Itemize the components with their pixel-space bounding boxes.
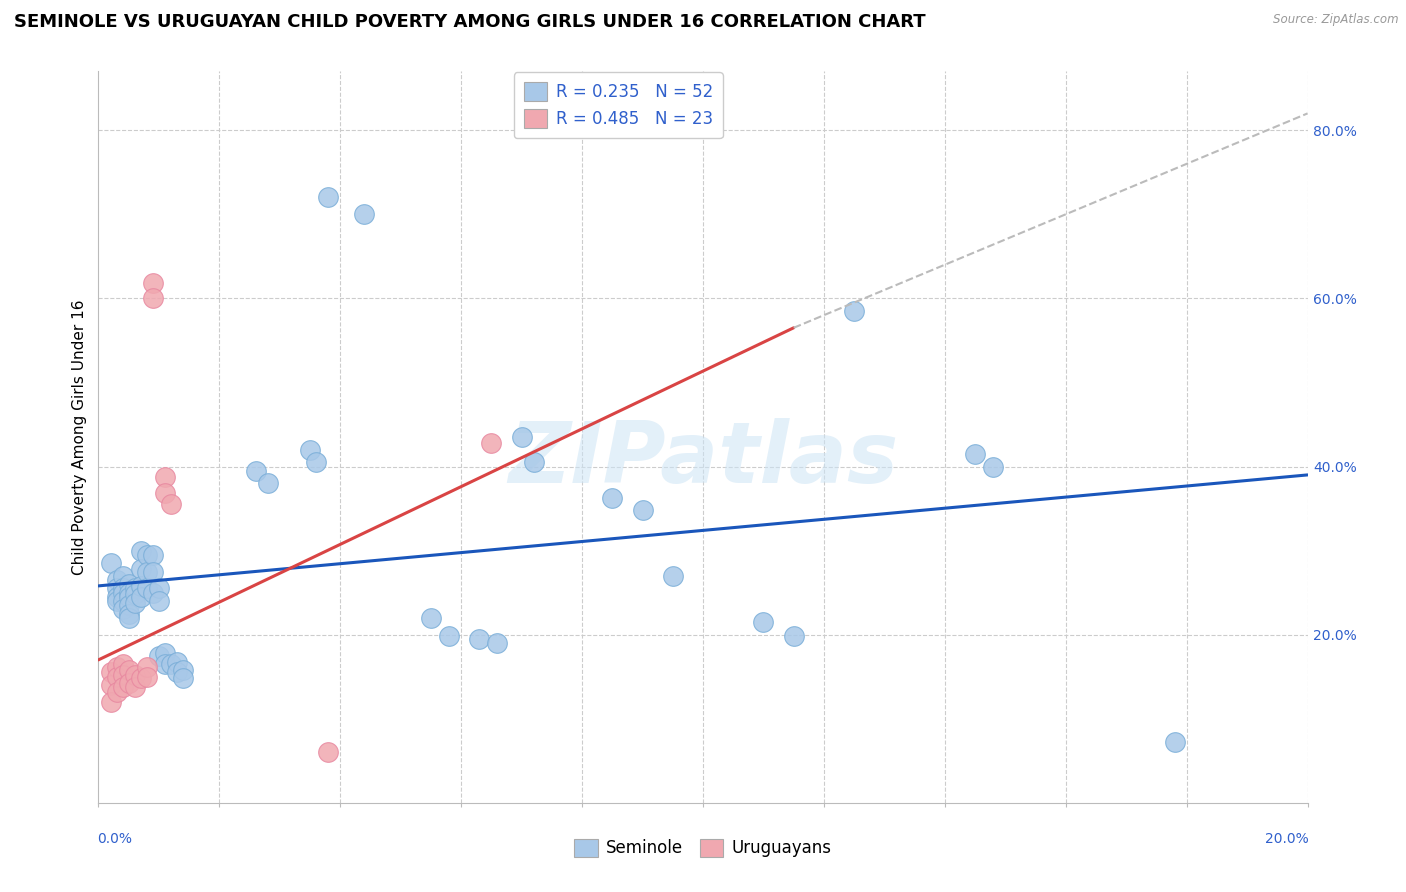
Point [111,569,134,583]
Point [118,599,141,613]
Text: 0.0%: 0.0% [97,832,132,846]
Point [111,680,134,694]
Point [172,672,194,686]
Point [129,590,152,604]
Point [166,655,188,669]
Point [135,565,157,579]
Point [129,579,152,593]
Point [486,636,509,650]
Point [468,632,491,646]
Point [523,455,546,469]
Point [111,582,134,596]
Point [153,646,176,660]
Point [124,680,146,694]
Point [142,565,165,579]
Y-axis label: Child Poverty Among Girls Under 16: Child Poverty Among Girls Under 16 [72,300,87,574]
Point [124,596,146,610]
Point [118,585,141,599]
Point [142,585,165,599]
Point [420,611,443,625]
Legend: Seminole, Uruguayans: Seminole, Uruguayans [568,832,838,864]
Text: ZIPatlas: ZIPatlas [508,417,898,500]
Point [135,659,157,673]
Point [135,670,157,684]
Point [153,469,176,483]
Point [245,464,267,478]
Point [118,590,141,604]
Point [111,602,134,616]
Point [124,587,146,601]
Point [135,582,157,596]
Point [142,291,165,305]
Point [305,455,328,469]
Point [148,582,170,596]
Point [118,611,141,625]
Point [100,695,122,709]
Point [662,569,685,583]
Point [118,577,141,591]
Point [153,657,176,671]
Point [111,594,134,608]
Point [129,543,152,558]
Point [124,668,146,682]
Point [142,277,165,291]
Point [166,665,188,680]
Point [105,582,128,596]
Text: Source: ZipAtlas.com: Source: ZipAtlas.com [1274,13,1399,27]
Point [135,548,157,562]
Point [844,304,866,318]
Point [118,607,141,621]
Text: 20.0%: 20.0% [1265,832,1309,846]
Point [105,573,128,587]
Point [148,648,170,663]
Point [118,663,141,677]
Point [631,503,654,517]
Point [105,670,128,684]
Point [160,657,183,671]
Point [100,665,122,680]
Point [981,459,1004,474]
Point [481,436,503,450]
Point [602,491,624,506]
Point [353,207,375,221]
Point [437,629,460,643]
Point [783,629,806,643]
Point [160,497,183,511]
Point [142,548,165,562]
Point [129,672,152,686]
Point [105,659,128,673]
Point [172,663,194,677]
Point [752,615,775,629]
Point [510,430,533,444]
Point [299,442,322,457]
Point [124,582,146,596]
Point [1163,735,1185,749]
Point [118,676,141,690]
Point [256,476,278,491]
Point [965,447,987,461]
Point [148,594,170,608]
Text: SEMINOLE VS URUGUAYAN CHILD POVERTY AMONG GIRLS UNDER 16 CORRELATION CHART: SEMINOLE VS URUGUAYAN CHILD POVERTY AMON… [14,13,925,31]
Point [111,585,134,599]
Point [105,590,128,604]
Point [153,486,176,500]
Point [316,190,339,204]
Point [100,556,122,570]
Point [111,657,134,671]
Point [129,562,152,576]
Point [105,685,128,699]
Point [105,594,128,608]
Point [100,678,122,692]
Point [111,668,134,682]
Point [316,745,339,759]
